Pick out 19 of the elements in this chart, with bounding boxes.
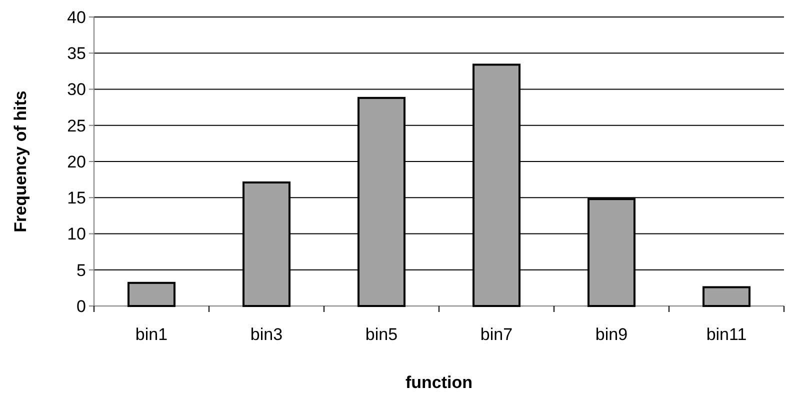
x-tick-label: bin5 — [365, 325, 398, 344]
bar — [128, 282, 176, 307]
y-axis-title: Frequency of hits — [11, 90, 30, 232]
y-tick-label: 25 — [67, 116, 86, 136]
x-tick-label: bin7 — [480, 325, 513, 344]
y-tick-label: 20 — [67, 152, 86, 172]
y-tick-label: 0 — [76, 296, 86, 316]
x-tick-label: bin11 — [706, 325, 747, 344]
x-tick-label: bin9 — [595, 325, 628, 344]
bar — [702, 286, 750, 307]
y-tick-label: 5 — [76, 260, 86, 280]
x-tick-label: bin3 — [250, 325, 283, 344]
y-tick-label: 30 — [67, 80, 86, 100]
x-axis-title: function — [405, 373, 473, 392]
y-tick-label: 10 — [67, 224, 86, 244]
y-tick-label: 15 — [67, 188, 86, 208]
y-tick-label: 35 — [67, 44, 86, 64]
y-tick-label: 40 — [67, 8, 86, 27]
x-tick-label: bin1 — [135, 325, 168, 344]
